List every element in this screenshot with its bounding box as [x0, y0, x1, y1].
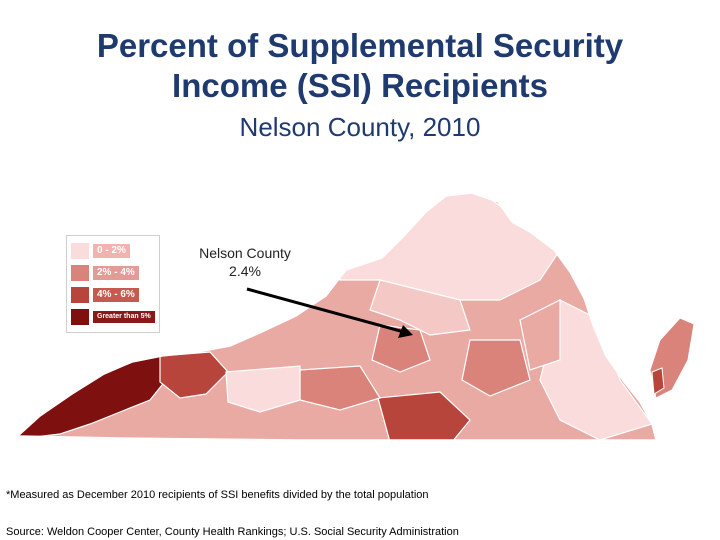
region-southside — [377, 391, 471, 440]
legend-swatch-0-2 — [71, 243, 89, 259]
footnote: *Measured as December 2010 recipients of… — [6, 489, 429, 501]
eastern-shore-south — [651, 367, 665, 395]
callout-county-name: Nelson County — [199, 245, 291, 261]
page-title: Percent of Supplemental Security Income … — [96, 27, 624, 104]
legend-item-greater-5: Greater than 5% — [71, 306, 155, 328]
region-nelson-area — [371, 324, 431, 373]
region-central-north — [369, 279, 471, 336]
map-legend: 0 - 2% 2% - 4% 4% - 6% Greater than 5% — [66, 235, 160, 333]
region-richmond — [519, 299, 561, 371]
region-light-west — [225, 365, 301, 413]
page-subtitle: Nelson County, 2010 — [239, 112, 481, 142]
legend-item-0-2: 0 - 2% — [71, 240, 155, 262]
legend-label-2-4: 2% - 4% — [93, 266, 139, 280]
legend-label-4-6: 4% - 6% — [93, 288, 139, 302]
state-outline — [16, 192, 657, 441]
region-east-central — [461, 339, 531, 397]
legend-label-0-2: 0 - 2% — [93, 244, 130, 258]
source-note: Source: Weldon Cooper Center, County Hea… — [6, 526, 459, 538]
region-southwest-mid — [159, 351, 229, 399]
legend-swatch-2-4 — [71, 265, 89, 281]
callout-arrow-line — [246, 287, 405, 334]
legend-label-greater-5: Greater than 5% — [93, 311, 155, 323]
nelson-callout: Nelson County 2.4% — [186, 244, 304, 280]
legend-swatch-4-6 — [71, 287, 89, 303]
legend-swatch-greater-5 — [71, 309, 89, 325]
legend-item-4-6: 4% - 6% — [71, 284, 155, 306]
callout-arrowhead — [398, 325, 413, 338]
callout-value: 2.4% — [229, 263, 261, 279]
legend-item-2-4: 2% - 4% — [71, 262, 155, 284]
